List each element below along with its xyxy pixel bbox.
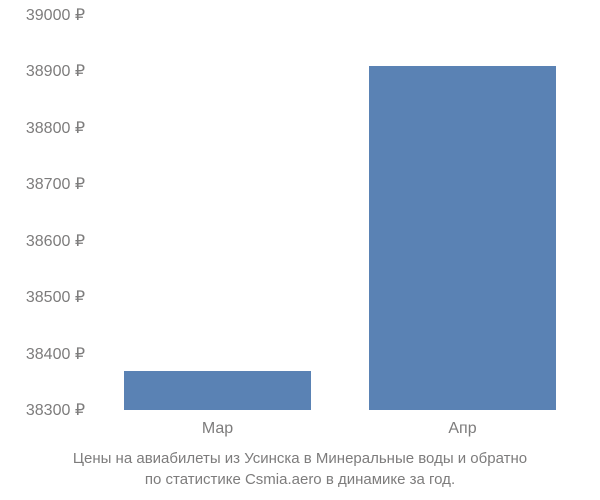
price-chart: 38300 ₽ 38400 ₽ 38500 ₽ 38600 ₽ 38700 ₽ 38800…: [0, 0, 600, 500]
y-axis-label: 39000 ₽: [26, 5, 85, 25]
chart-caption: Цены на авиабилеты из Усинска в Минераль…: [0, 448, 600, 490]
bar: [369, 66, 555, 410]
y-axis-label: 38300 ₽: [26, 400, 85, 420]
caption-line-2: по статистике Csmia.aero в динамике за г…: [145, 471, 455, 488]
x-axis: Мар Апр: [95, 415, 585, 445]
x-axis-label: Апр: [448, 420, 476, 438]
y-axis-label: 38800 ₽: [26, 118, 85, 138]
y-axis: 38300 ₽38400 ₽38500 ₽38600 ₽38700 ₽38800…: [0, 15, 90, 410]
caption-line-1: Цены на авиабилеты из Усинска в Минераль…: [73, 450, 527, 467]
y-axis-label: 38400 ₽: [26, 344, 85, 364]
bar: [124, 371, 310, 411]
y-axis-label: 38500 ₽: [26, 287, 85, 307]
y-axis-label: 38900 ₽: [26, 61, 85, 81]
x-axis-label: Мар: [202, 420, 233, 438]
plot-area: [95, 15, 585, 410]
y-axis-label: 38700 ₽: [26, 174, 85, 194]
y-axis-label: 38600 ₽: [26, 231, 85, 251]
